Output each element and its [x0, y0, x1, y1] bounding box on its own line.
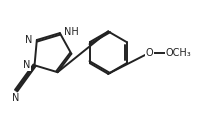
Text: N: N [12, 93, 20, 103]
Text: O: O [146, 48, 153, 58]
Text: OCH₃: OCH₃ [166, 48, 191, 58]
Text: NH: NH [64, 27, 79, 37]
Text: N: N [23, 60, 30, 70]
Text: N: N [25, 35, 33, 45]
